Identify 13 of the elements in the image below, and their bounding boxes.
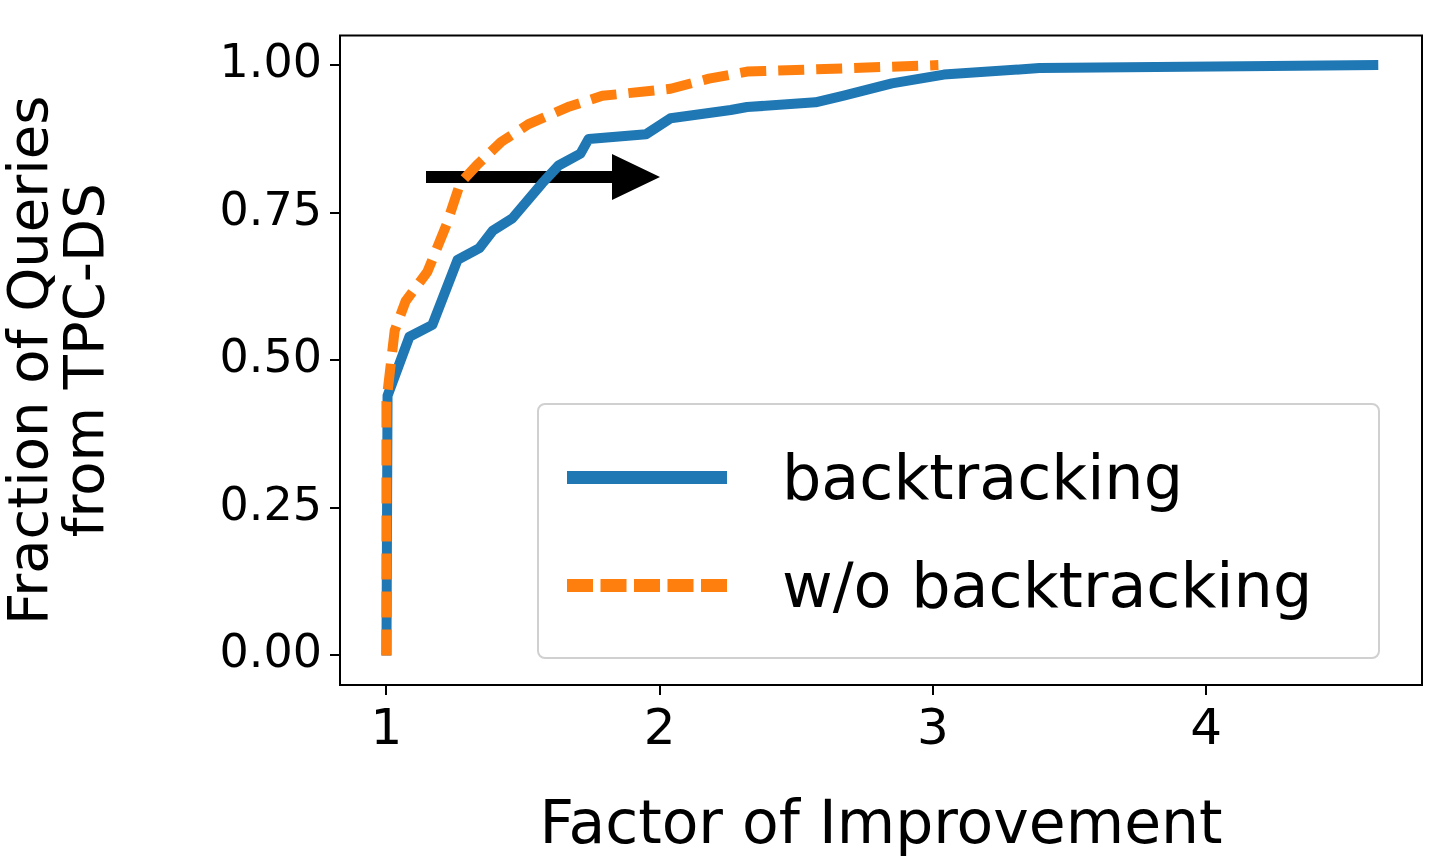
x-tick-label: 4	[1190, 697, 1223, 756]
y-tick-label: 0.00	[219, 624, 322, 679]
y-tick-label: 1.00	[219, 34, 322, 89]
y-tick-label: 0.25	[219, 476, 322, 531]
legend-label: backtracking	[782, 440, 1184, 514]
y-tick-label: 0.75	[219, 181, 322, 236]
x-tick-label: 2	[643, 697, 676, 756]
x-axis-title: Factor of Improvement	[539, 786, 1223, 857]
x-tick-label: 1	[370, 697, 403, 756]
x-tick-label: 3	[917, 697, 949, 756]
y-axis-title: Fraction of Queries from TPC-DS	[0, 95, 116, 625]
y-tick-label: 0.50	[219, 329, 322, 384]
legend-label: w/o backtracking	[782, 548, 1313, 622]
